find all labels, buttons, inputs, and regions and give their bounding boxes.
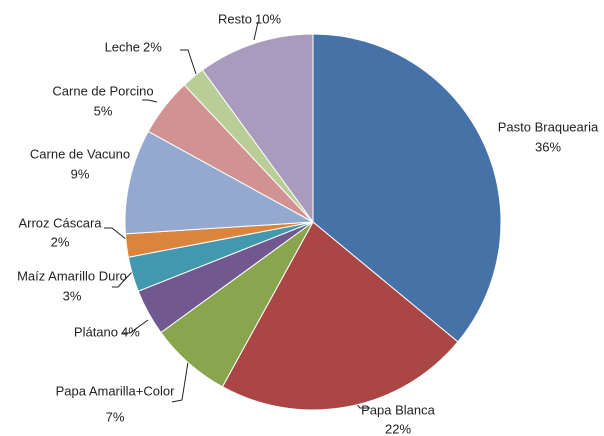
slice-label: Carne de Porcino	[52, 83, 153, 98]
slice-label: Papa Amarilla+Color	[56, 383, 176, 398]
leader-line	[253, 21, 259, 41]
slice-label: Carne de Vacuno	[30, 146, 130, 161]
slice-value-label: 2%	[143, 39, 162, 54]
leader-lines	[104, 21, 370, 409]
slice-value-label: 3%	[63, 288, 82, 303]
slice-value-label: 5%	[94, 103, 113, 118]
pie-slice	[221, 221, 459, 411]
slice-label: Leche	[105, 39, 140, 54]
slice-label: Papa Blanca	[361, 402, 435, 417]
leader-line	[142, 99, 158, 103]
slice-label: Resto	[218, 11, 252, 26]
slice-value-label: 10%	[255, 11, 281, 26]
leader-line	[180, 49, 197, 75]
slice-value-label: 22%	[385, 421, 411, 436]
slice-value-label: 36%	[535, 139, 561, 154]
slice-value-label: 7%	[106, 409, 125, 424]
leader-line	[122, 319, 149, 334]
pie-slice	[124, 130, 315, 235]
slice-value-label: 2%	[51, 234, 70, 249]
slice-label: Maíz Amarillo Duro	[17, 268, 127, 283]
pie-slice	[312, 33, 502, 343]
slice-label: Plátano	[74, 324, 118, 339]
slice-label: Arroz Cáscara	[18, 215, 102, 230]
leader-line	[104, 227, 128, 241]
slice-label: Pasto Braquearia	[498, 119, 599, 134]
leader-line	[112, 271, 133, 288]
slice-value-label: 4%	[121, 324, 140, 339]
pie-slice	[201, 33, 314, 224]
leader-line	[171, 361, 189, 403]
slice-value-label: 9%	[71, 166, 90, 181]
